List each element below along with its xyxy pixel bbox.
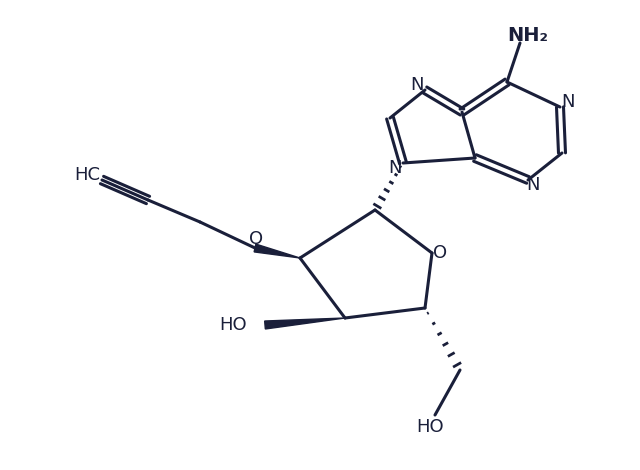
Text: O: O <box>249 230 263 248</box>
Text: NH₂: NH₂ <box>508 25 548 45</box>
Text: HO: HO <box>220 316 247 334</box>
Text: N: N <box>410 76 424 94</box>
Text: N: N <box>526 176 540 194</box>
Text: HO: HO <box>416 418 444 436</box>
Text: N: N <box>561 93 575 111</box>
Text: N: N <box>388 159 402 177</box>
Polygon shape <box>265 318 345 329</box>
Text: O: O <box>433 244 447 262</box>
Text: HC: HC <box>74 166 100 184</box>
Polygon shape <box>254 244 300 258</box>
